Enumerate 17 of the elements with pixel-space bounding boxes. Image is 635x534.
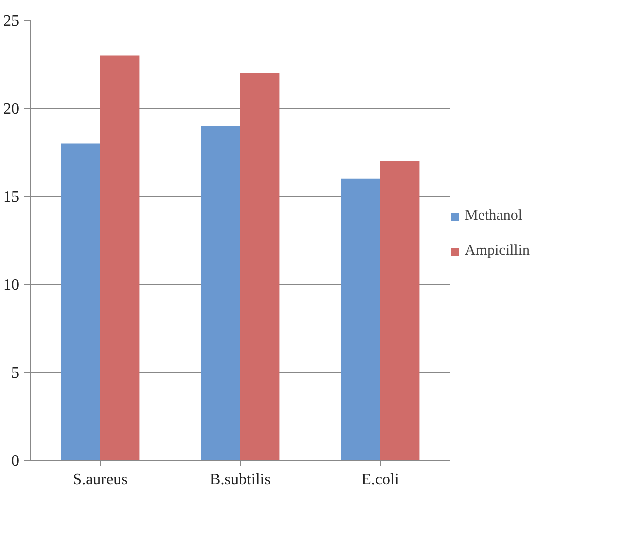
bar [201,126,240,460]
legend-label: Ampicillin [465,243,530,260]
bar [240,73,280,460]
y-tick-label: 20 [4,101,20,118]
y-tick-label: 5 [12,365,20,382]
y-tick-label: 10 [4,277,20,294]
bar [100,56,140,460]
legend-label: Methanol [465,208,522,225]
bar [61,144,100,460]
x-tick-label: E.coli [362,472,400,488]
y-tick-label: 15 [4,189,20,206]
x-tick-label: B.subtilis [210,472,271,488]
bar [380,161,420,460]
x-tick-label: S.aureus [73,472,128,488]
y-tick-label: 0 [12,453,20,470]
y-tick-label: 25 [4,13,20,30]
bar [341,178,380,460]
